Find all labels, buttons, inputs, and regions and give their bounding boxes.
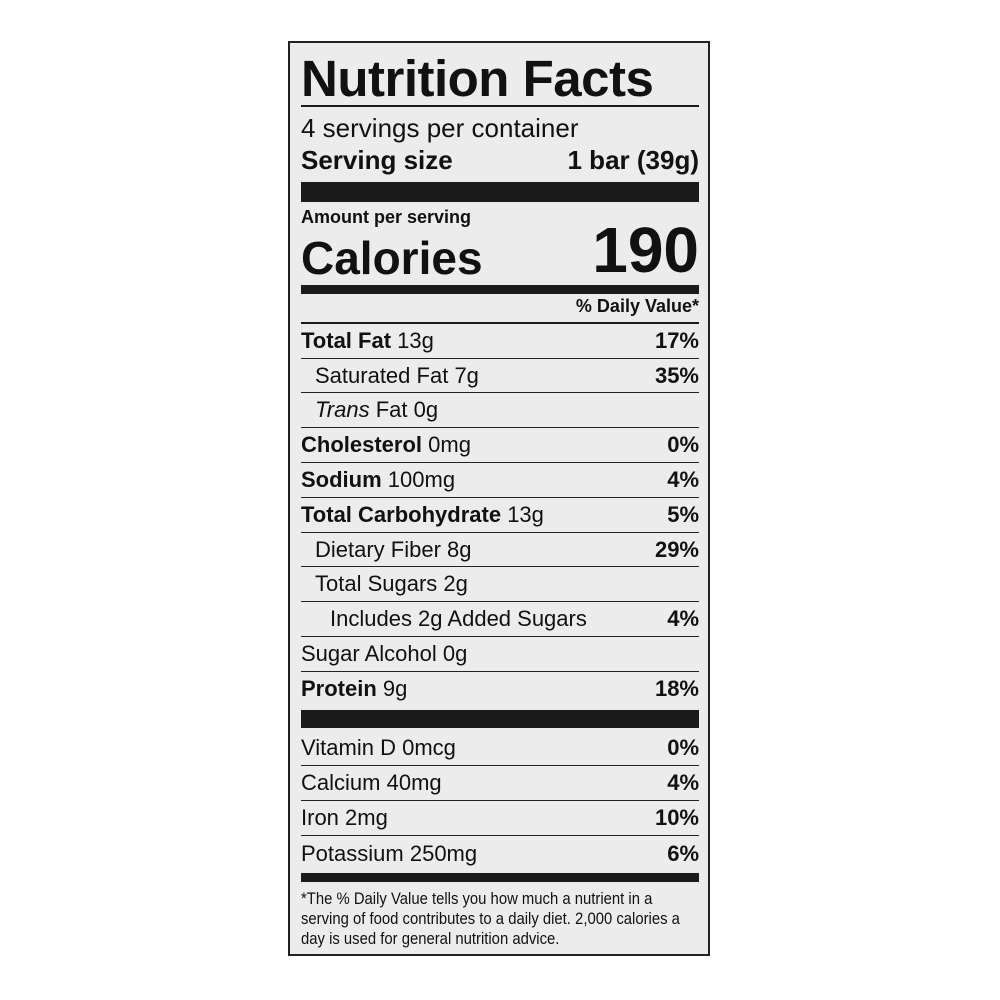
daily-value-percent: 4% [667, 606, 699, 632]
nutrient-row: Total Fat 13g 17% [301, 324, 699, 359]
nutrient-row: Vitamin D 0mcg 0% [301, 731, 699, 766]
nutrient-name: Total Carbohydrate [301, 501, 502, 527]
daily-value-percent: 4% [667, 466, 699, 492]
nutrient-label: Includes 2g Added Sugars [330, 606, 587, 632]
nutrient-amount: 8g [447, 536, 472, 562]
divider [301, 322, 699, 324]
nutrient-label: Calcium 40mg [301, 770, 442, 796]
daily-value-percent: 10% [654, 805, 699, 831]
medium-divider [301, 285, 699, 294]
serving-size: Serving size 1 bar (39g) [301, 145, 699, 175]
nutrient-name: Cholesterol [301, 432, 423, 458]
nutrient-name-suffix: Fat [375, 397, 408, 423]
nutrient-row: Protein 9g 18% [301, 672, 699, 707]
footnote: *The % Daily Value tells you how much a … [301, 890, 680, 948]
amount-per-serving: Amount per serving [301, 207, 472, 227]
nutrient-amount: 9g [382, 676, 408, 702]
daily-value-percent: 35% [654, 362, 699, 388]
nutrient-name: Dietary Fiber [315, 536, 441, 562]
nutrient-amount: 0g [442, 640, 468, 666]
nutrient-amount: 0g [413, 397, 439, 423]
nutrient-row: Total Sugars 2g [301, 568, 699, 603]
serving-size-value: 1 bar (39g) [567, 145, 700, 175]
daily-value-percent: 5% [667, 501, 699, 527]
daily-value-percent: 29% [654, 536, 699, 562]
nutrient-amount: 7g [454, 362, 479, 388]
nutrient-label: Total Carbohydrate 13g [301, 502, 544, 528]
nutrient-label: Sodium 100mg [301, 467, 455, 493]
nutrient-name: Vitamin D [301, 734, 396, 760]
nutrient-amount: 2mg [345, 805, 388, 831]
nutrient-amount: 40mg [386, 769, 442, 795]
nutrient-row: Dietary Fiber 8g 29% [301, 533, 699, 568]
divider [301, 105, 699, 107]
nutrient-row: Cholesterol 0mg 0% [301, 428, 699, 463]
daily-value-percent: 17% [654, 327, 699, 353]
nutrient-name: Saturated Fat [315, 362, 449, 388]
nutrient-row: Sugar Alcohol 0g [301, 637, 699, 672]
daily-value-percent: 4% [667, 769, 699, 795]
nutrient-name: Iron [301, 805, 339, 831]
nutrient-amount: 2g [443, 571, 468, 597]
nutrient-label: Total Fat 13g [301, 328, 434, 354]
nutrient-row: Potassium 250mg 6% [301, 837, 699, 872]
nutrient-amount: 0mcg [402, 734, 456, 760]
daily-value-percent: 18% [654, 676, 699, 702]
nutrient-row: Saturated Fat 7g 35% [301, 359, 699, 394]
nutrient-amount: 100mg [387, 466, 456, 492]
nutrient-row: Sodium 100mg 4% [301, 463, 699, 498]
nutrient-label: Cholesterol 0mg [301, 432, 471, 458]
daily-value-header: % Daily Value* [575, 296, 699, 316]
label-title: Nutrition Facts [301, 50, 654, 107]
nutrient-name: Calcium [301, 769, 381, 795]
nutrient-row: Trans Fat 0g [301, 394, 699, 429]
nutrient-row: Iron 2mg 10% [301, 801, 699, 836]
nutrient-row: Calcium 40mg 4% [301, 766, 699, 801]
daily-value-percent: 0% [667, 432, 699, 458]
nutrient-label: Sugar Alcohol 0g [301, 641, 467, 667]
nutrient-name: Total Sugars [315, 571, 438, 597]
servings-per-container: 4 servings per container [301, 113, 579, 143]
nutrient-label: Trans Fat 0g [315, 397, 438, 423]
nutrient-label: Total Sugars 2g [315, 571, 468, 597]
thick-divider [301, 182, 699, 202]
nutrient-amount: 0mg [428, 432, 471, 458]
calories-label: Calories [301, 232, 483, 284]
daily-value-percent: 0% [667, 734, 699, 760]
nutrient-label: Saturated Fat 7g [315, 363, 479, 389]
nutrient-label: Iron 2mg [301, 805, 388, 831]
nutrient-name: Sugar Alcohol [301, 640, 437, 666]
thick-divider [301, 710, 699, 728]
calories-value: 190 [592, 214, 699, 286]
nutrient-amount: 250mg [409, 840, 478, 866]
nutrient-name: Sodium [301, 466, 382, 492]
nutrient-name: Trans [315, 397, 370, 423]
nutrient-name: Potassium [301, 840, 404, 866]
nutrient-label: Potassium 250mg [301, 841, 477, 867]
nutrient-label: Protein 9g [301, 676, 407, 702]
nutrient-amount: 13g [397, 327, 434, 353]
nutrient-name: Includes 2g Added Sugars [330, 606, 587, 632]
nutrient-row: Includes 2g Added Sugars 4% [301, 602, 699, 637]
nutrient-label: Dietary Fiber 8g [315, 537, 472, 563]
nutrition-facts-label: Nutrition Facts 4 servings per container… [288, 41, 710, 956]
nutrient-label: Vitamin D 0mcg [301, 735, 456, 761]
daily-value-percent: 6% [667, 840, 699, 866]
medium-divider [301, 873, 699, 882]
calories-row: Calories 190 [301, 217, 699, 283]
nutrient-name: Total Fat [301, 327, 392, 353]
nutrient-amount: 13g [507, 501, 544, 527]
nutrient-name: Protein [301, 676, 377, 702]
nutrient-row: Total Carbohydrate 13g 5% [301, 498, 699, 533]
serving-size-label: Serving size [301, 145, 453, 175]
